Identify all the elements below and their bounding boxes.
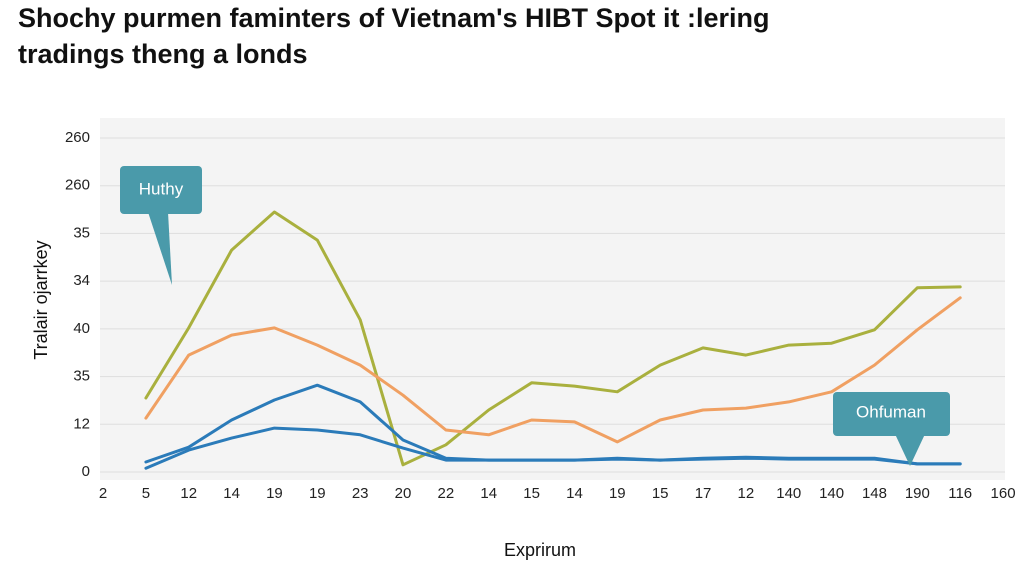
y-tick-label: 0 [82,463,90,480]
series-line [144,426,962,470]
y-tick-label: 12 [73,415,90,432]
y-tick-label: 260 [65,177,90,194]
x-axis-title: Exprirum [504,540,576,560]
annotation: Huthy [120,166,202,285]
x-tick-label: 19 [266,485,283,502]
callout-box [833,392,950,436]
x-tick-label: 14 [223,485,240,502]
y-tick-label: 35 [73,224,90,241]
annotation-text: Huthy [139,179,184,198]
chart-title: tradings theng a londs [18,39,308,69]
series-line [144,210,962,467]
x-tick-label: 15 [523,485,540,502]
x-tick-label: 20 [395,485,412,502]
x-tick-label: 140 [776,485,801,502]
x-tick-label: 12 [738,485,755,502]
x-tick-label: 140 [819,485,844,502]
x-tick-label: 116 [948,485,972,502]
x-tick-label: 17 [695,485,712,502]
series-line [144,296,962,444]
y-tick-label: 34 [73,272,90,289]
x-tick-label: 19 [609,485,626,502]
x-tick-label: 12 [180,485,197,502]
x-tick-label: 2 [99,485,107,502]
x-tick-label: 23 [352,485,369,502]
x-tick-label: 160 [991,485,1016,502]
x-tick-label: 22 [438,485,455,502]
x-tick-label: 14 [566,485,583,502]
callout-box [120,166,202,214]
x-tick-label: 14 [480,485,497,502]
annotation: Ohfuman [833,392,950,466]
x-tick-label: 19 [309,485,326,502]
annotation-text: Ohfuman [856,402,926,421]
x-tick-label: 5 [142,485,150,502]
y-tick-label: 260 [65,129,90,146]
callout-pointer [148,212,172,285]
y-tick-label: 40 [73,320,90,337]
callout-pointer [895,434,925,466]
y-tick-label: 35 [73,368,90,385]
grid [100,137,1005,473]
lines [144,210,962,470]
x-tick-label: 148 [862,485,887,502]
x-tick-label: 190 [905,485,930,502]
y-axis-title: Tralair ojarrkey [31,240,51,359]
x-tick-label: 15 [652,485,669,502]
chart-title: Shochy purmen faminters of Vietnam's HIB… [18,3,770,33]
